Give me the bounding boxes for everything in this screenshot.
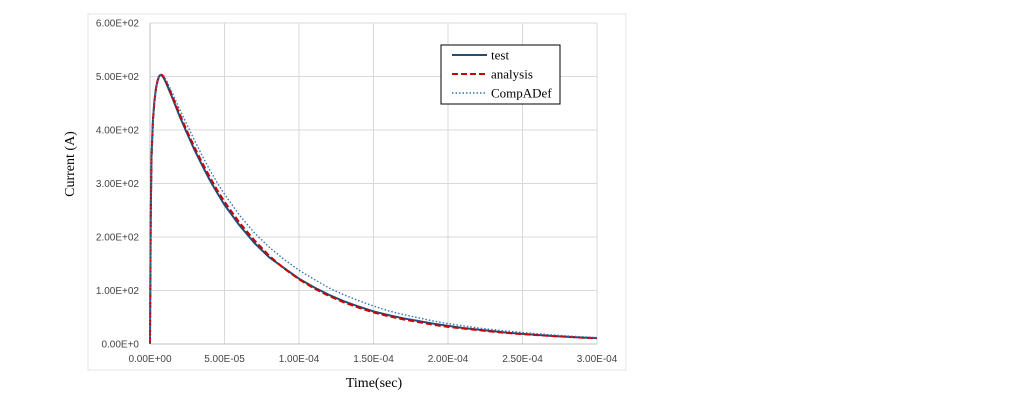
x-tick-label: 3.00E-04: [577, 354, 618, 365]
x-tick-label: 1.50E-04: [353, 354, 394, 365]
legend-label: CompADef: [491, 86, 552, 101]
y-tick-label: 4.00E+02: [96, 126, 140, 137]
y-tick-label: 1.00E+02: [96, 286, 140, 297]
legend-label: analysis: [491, 67, 533, 82]
x-axis-title: Time(sec): [346, 376, 403, 391]
x-tick-label: 1.00E-04: [279, 354, 320, 365]
y-tick-label: 0.00E+0: [101, 340, 139, 351]
y-tick-label: 6.00E+02: [96, 19, 140, 30]
series-line-analysis: [149, 73, 598, 345]
y-tick-label: 5.00E+02: [96, 72, 140, 83]
x-tick-label: 2.00E-04: [428, 354, 469, 365]
x-tick-label: 0.00E+00: [128, 354, 172, 365]
legend-label: test: [491, 48, 509, 63]
series-lines: [149, 73, 598, 345]
legend: test analysis CompADef: [440, 44, 561, 105]
x-tick-label: 5.00E-05: [204, 354, 245, 365]
series-line-compadef: [149, 73, 598, 345]
x-tick-label: 2.50E-04: [502, 354, 543, 365]
y-axis-title: Current (A): [63, 131, 78, 197]
tick-labels: 0.00E+0 1.00E+02 2.00E+02 3.00E+02 4.00E+02 5…: [96, 19, 618, 366]
y-tick-label: 2.00E+02: [96, 233, 140, 244]
y-tick-label: 3.00E+02: [96, 179, 140, 190]
